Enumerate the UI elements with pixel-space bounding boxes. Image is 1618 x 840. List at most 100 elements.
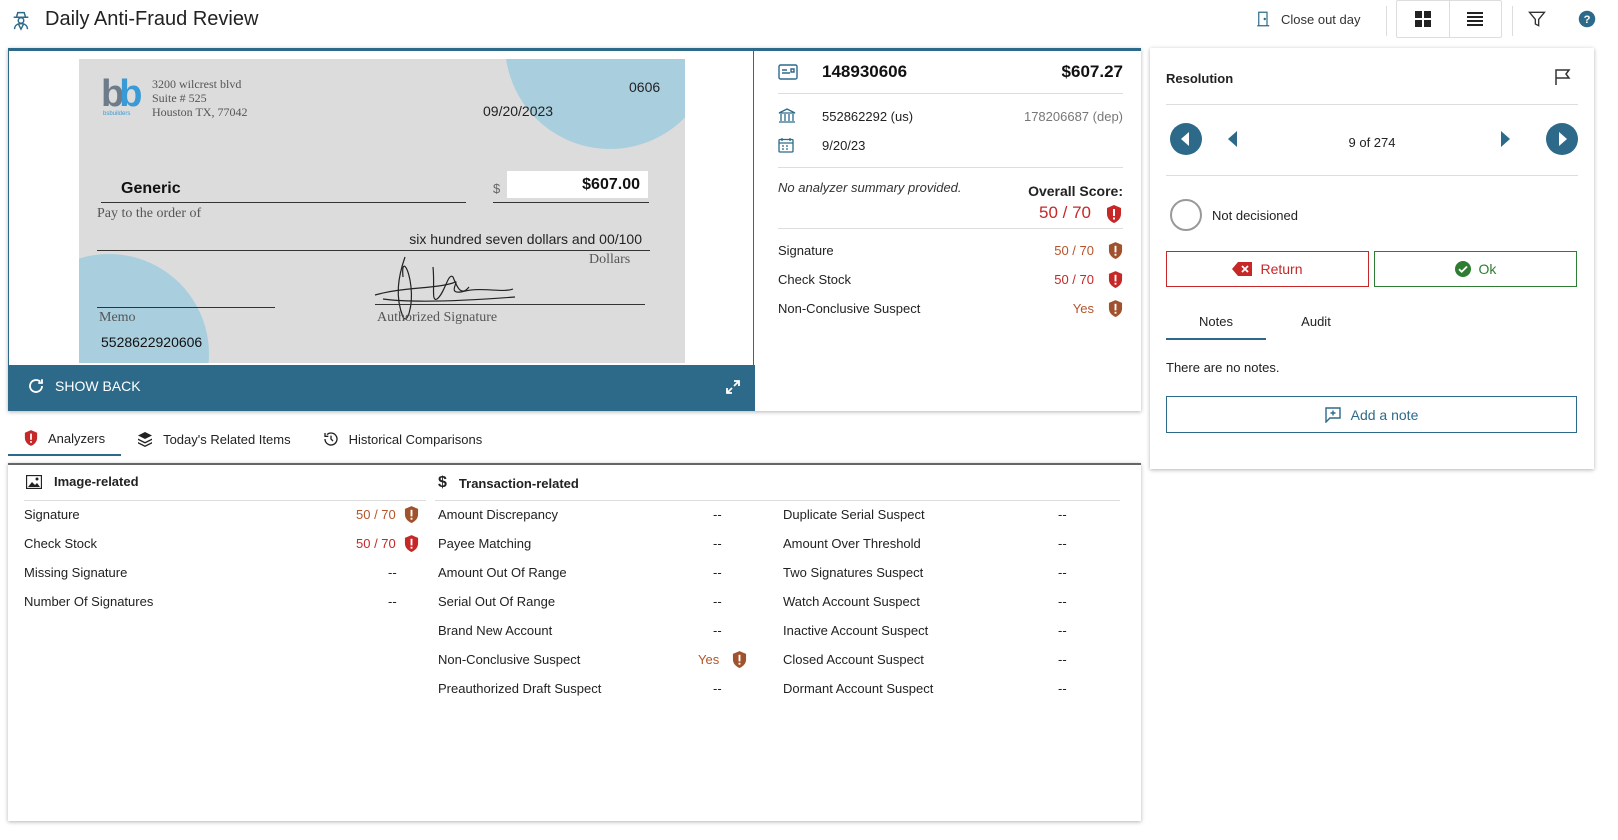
image-related-header: Image-related	[26, 474, 139, 489]
dollars-label: Dollars	[589, 252, 631, 267]
analyzer-value: --	[713, 565, 722, 580]
shield-alert-icon	[1106, 205, 1122, 223]
last-item-button[interactable]	[1546, 123, 1578, 155]
amount-line	[493, 202, 649, 203]
overall-score-label: Overall Score:	[1028, 183, 1123, 199]
help-icon[interactable]: ?	[1578, 10, 1596, 28]
add-comment-icon	[1324, 406, 1341, 423]
handwritten-signature	[373, 247, 523, 327]
analyzer-row: Payee Matching	[438, 536, 532, 551]
shield-alert-icon	[732, 651, 747, 668]
analyzer-value: --	[1058, 507, 1067, 522]
history-icon	[323, 431, 339, 447]
analyzer-value: --	[713, 536, 722, 551]
analyzer-row: Number Of Signatures	[24, 594, 154, 609]
transaction-related-header: $ Transaction-related	[438, 474, 579, 491]
id-card-icon	[778, 64, 800, 80]
analyzer-row: Inactive Account Suspect	[783, 623, 929, 638]
tab-historical[interactable]: Historical Comparisons	[307, 422, 499, 456]
analyzer-row: Duplicate Serial Suspect	[783, 507, 925, 522]
tab-analyzers[interactable]: Analyzers	[8, 422, 122, 456]
show-back-button[interactable]: SHOW BACK	[27, 377, 141, 395]
check-address: 3200 wilcrest blvd Suite # 525 Houston T…	[152, 77, 248, 119]
analysis-tabs: Analyzers Today's Related Items Historic…	[8, 422, 498, 456]
dollar-sign: $	[493, 181, 501, 196]
layers-icon	[137, 431, 153, 447]
analyzer-row: Dormant Account Suspect	[783, 681, 934, 696]
pay-to-label: Pay to the order of	[97, 206, 202, 221]
check-date: 09/20/2023	[483, 103, 554, 119]
analyzer-row: Amount Discrepancy	[438, 507, 558, 522]
first-item-button[interactable]	[1170, 123, 1202, 155]
resolution-title: Resolution	[1166, 71, 1234, 86]
empty-notes-message: There are no notes.	[1166, 360, 1280, 375]
previous-item-button[interactable]	[1226, 130, 1240, 148]
list-view-button[interactable]	[1448, 1, 1502, 37]
analyzer-value: --	[1058, 594, 1067, 609]
grid-view-button[interactable]	[1397, 1, 1449, 37]
score-label: Signature	[778, 242, 834, 258]
tab-audit[interactable]: Audit	[1301, 314, 1331, 329]
signature-label: Authorized Signature	[377, 310, 498, 325]
return-button[interactable]: Return	[1166, 251, 1369, 287]
check-action-bar: SHOW BACK	[9, 365, 755, 411]
score-label: Check Stock	[778, 271, 851, 287]
analyzer-row: Two Signatures Suspect	[783, 565, 924, 580]
filter-icon[interactable]	[1527, 9, 1547, 29]
amount-words: six hundred seven dollars and 00/100	[409, 231, 642, 247]
shield-alert-icon	[1108, 299, 1123, 317]
decision-status: Not decisioned	[1212, 208, 1298, 223]
analyzer-row: Signature	[24, 507, 80, 522]
check-info-panel: 148930606 $607.27 552862292 (us) 1782066…	[754, 51, 1141, 411]
analyzers-panel: Image-related $ Transaction-related Sign…	[8, 463, 1141, 821]
next-item-button[interactable]	[1498, 130, 1512, 148]
analyzer-value: --	[1058, 681, 1067, 696]
analyzer-value: --	[713, 507, 722, 522]
shield-alert-icon	[404, 506, 419, 523]
analyzer-row: Preauthorized Draft Suspect	[438, 681, 602, 696]
close-out-label: Close out day	[1281, 11, 1361, 27]
analyzer-value: --	[1058, 623, 1067, 638]
tab-related-items[interactable]: Today's Related Items	[121, 422, 307, 456]
backspace-icon	[1232, 262, 1253, 276]
door-icon	[1255, 10, 1273, 28]
divider	[778, 228, 1123, 229]
analyzer-summary: No analyzer summary provided.	[778, 179, 962, 195]
shield-alert-icon	[1108, 270, 1123, 288]
bank-logo: bb	[101, 73, 142, 115]
ok-button[interactable]: Ok	[1374, 251, 1577, 287]
score-row-check-stock: Check Stock 50 / 70	[778, 269, 1123, 289]
check-card: bb bsbuilders 3200 wilcrest blvd Suite #…	[8, 48, 1141, 411]
flag-icon[interactable]	[1554, 68, 1572, 86]
list-view-icon	[1467, 12, 1484, 26]
tab-notes[interactable]: Notes	[1166, 308, 1266, 340]
analyzer-row: Amount Over Threshold	[783, 536, 921, 551]
dollar-icon: $	[438, 474, 447, 491]
analyzer-row: Non-Conclusive Suspect	[438, 652, 581, 667]
check-circle-icon	[1454, 261, 1471, 277]
analyzer-value: --	[1058, 652, 1067, 667]
divider	[1166, 175, 1578, 176]
check-image: bb bsbuilders 3200 wilcrest blvd Suite #…	[79, 59, 685, 363]
add-note-button[interactable]: Add a note	[1166, 396, 1577, 433]
score-label: Non-Conclusive Suspect	[778, 300, 921, 316]
page-title: Daily Anti-Fraud Review	[45, 8, 259, 30]
analyzer-row: Closed Account Suspect	[783, 652, 924, 667]
analyzer-row: Brand New Account	[438, 623, 553, 638]
check-payee: Generic	[121, 180, 181, 197]
divider	[778, 93, 1123, 94]
tab-label: Analyzers	[48, 430, 106, 446]
close-out-day-button[interactable]: Close out day	[1255, 10, 1361, 28]
memo-label: Memo	[99, 310, 136, 325]
analyzer-row: Watch Account Suspect	[783, 594, 920, 609]
calendar-icon	[778, 137, 800, 153]
analyzer-row: Check Stock	[24, 536, 97, 551]
image-icon	[26, 474, 42, 489]
analyzer-value: --	[1058, 565, 1067, 580]
date-row: 9/20/23	[778, 135, 1123, 155]
decision-status-indicator[interactable]	[1170, 199, 1202, 231]
overall-score-value: 50 / 70	[1039, 203, 1091, 222]
divider	[778, 167, 1123, 168]
expand-icon[interactable]	[725, 379, 741, 395]
divider	[24, 500, 426, 501]
